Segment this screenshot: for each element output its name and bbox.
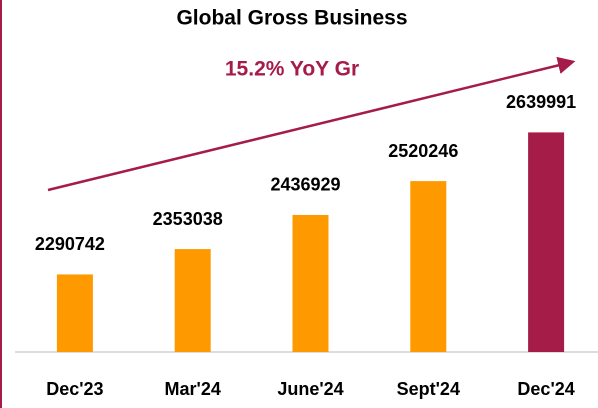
data-label: 2436929 — [270, 175, 340, 195]
x-tick-label: Dec'23 — [46, 379, 103, 399]
trend-arrow — [47, 56, 576, 192]
data-label: 2290742 — [35, 234, 105, 254]
data-label: 2353038 — [153, 209, 223, 229]
x-tick-label: Dec'24 — [517, 379, 574, 399]
x-tick-label: Mar'24 — [165, 379, 221, 399]
chart-subtitle: 15.2% YoY Gr — [225, 58, 359, 81]
data-label: 2639991 — [506, 92, 576, 112]
bar — [56, 274, 93, 352]
x-tick-label: Sept'24 — [397, 379, 460, 399]
left-border — [0, 0, 2, 408]
chart-title: Global Gross Business — [176, 7, 407, 30]
x-tick-label: June'24 — [277, 379, 343, 399]
data-label: 2520246 — [388, 141, 458, 161]
bar — [528, 132, 565, 352]
bar — [292, 214, 329, 352]
bar — [410, 181, 447, 352]
bar — [174, 249, 211, 352]
